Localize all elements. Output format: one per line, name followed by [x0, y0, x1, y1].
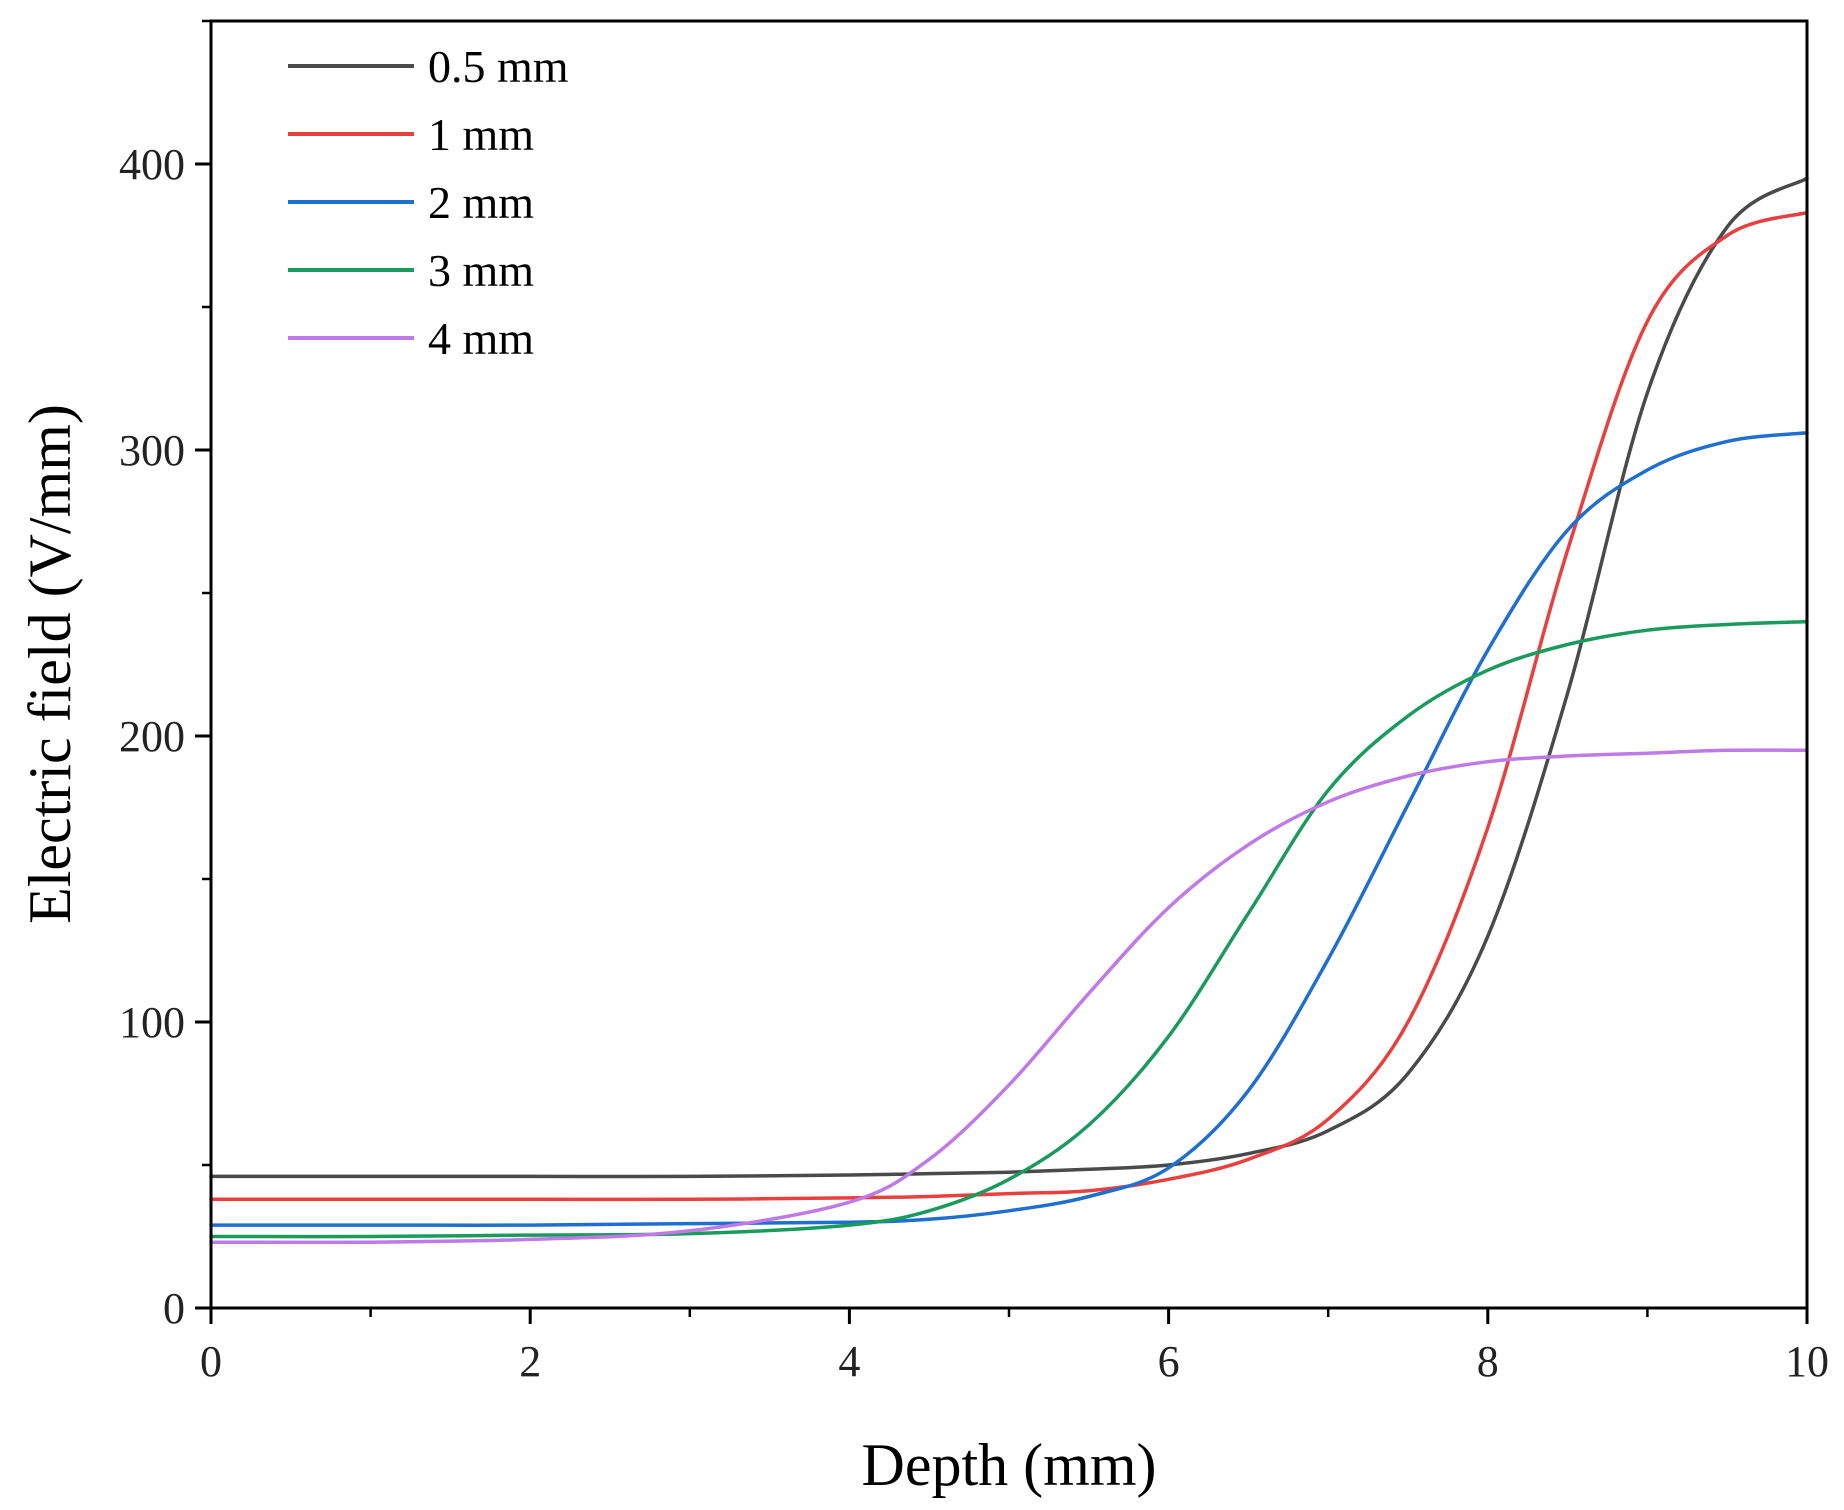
- x-axis: 0 2 4 6 8 10: [200, 1308, 1829, 1386]
- legend-label: 2 mm: [428, 177, 534, 228]
- y-axis: 0 100 200 300 400: [119, 19, 211, 1333]
- legend-label: 1 mm: [428, 109, 534, 160]
- x-tick-label: 0: [200, 1337, 222, 1386]
- legend: 0.5 mm 1 mm 2 mm 3 mm 4 mm: [288, 41, 569, 364]
- x-tick-label: 4: [838, 1337, 860, 1386]
- x-tick-label: 2: [519, 1337, 541, 1386]
- series-line-3-mm: [209, 619, 1809, 1239]
- series-line-2-mm: [209, 431, 1809, 1227]
- legend-label: 4 mm: [428, 313, 534, 364]
- legend-item-4-mm: 4 mm: [288, 313, 534, 364]
- y-tick-label: 300: [119, 426, 185, 475]
- y-tick-label: 200: [119, 712, 185, 761]
- x-axis-label: Depth (mm): [862, 1432, 1157, 1498]
- legend-item-3-mm: 3 mm: [288, 245, 534, 296]
- series-layer: [209, 176, 1809, 1245]
- x-tick-label: 8: [1477, 1337, 1499, 1386]
- y-tick-label: 400: [119, 140, 185, 189]
- y-axis-label: Electric field (V/mm): [17, 404, 83, 924]
- legend-item-2-mm: 2 mm: [288, 177, 534, 228]
- legend-item-1-mm: 1 mm: [288, 109, 534, 160]
- series-line-4-mm: [209, 748, 1809, 1245]
- legend-label: 0.5 mm: [428, 41, 569, 92]
- legend-label: 3 mm: [428, 245, 534, 296]
- series-line-1-mm: [209, 210, 1809, 1202]
- x-tick-label: 6: [1158, 1337, 1180, 1386]
- legend-item-0-5-mm: 0.5 mm: [288, 41, 569, 92]
- y-tick-label: 100: [119, 998, 185, 1047]
- series-line-0-5-mm: [209, 176, 1809, 1179]
- y-tick-label: 0: [163, 1284, 185, 1333]
- x-tick-label: 10: [1785, 1337, 1829, 1386]
